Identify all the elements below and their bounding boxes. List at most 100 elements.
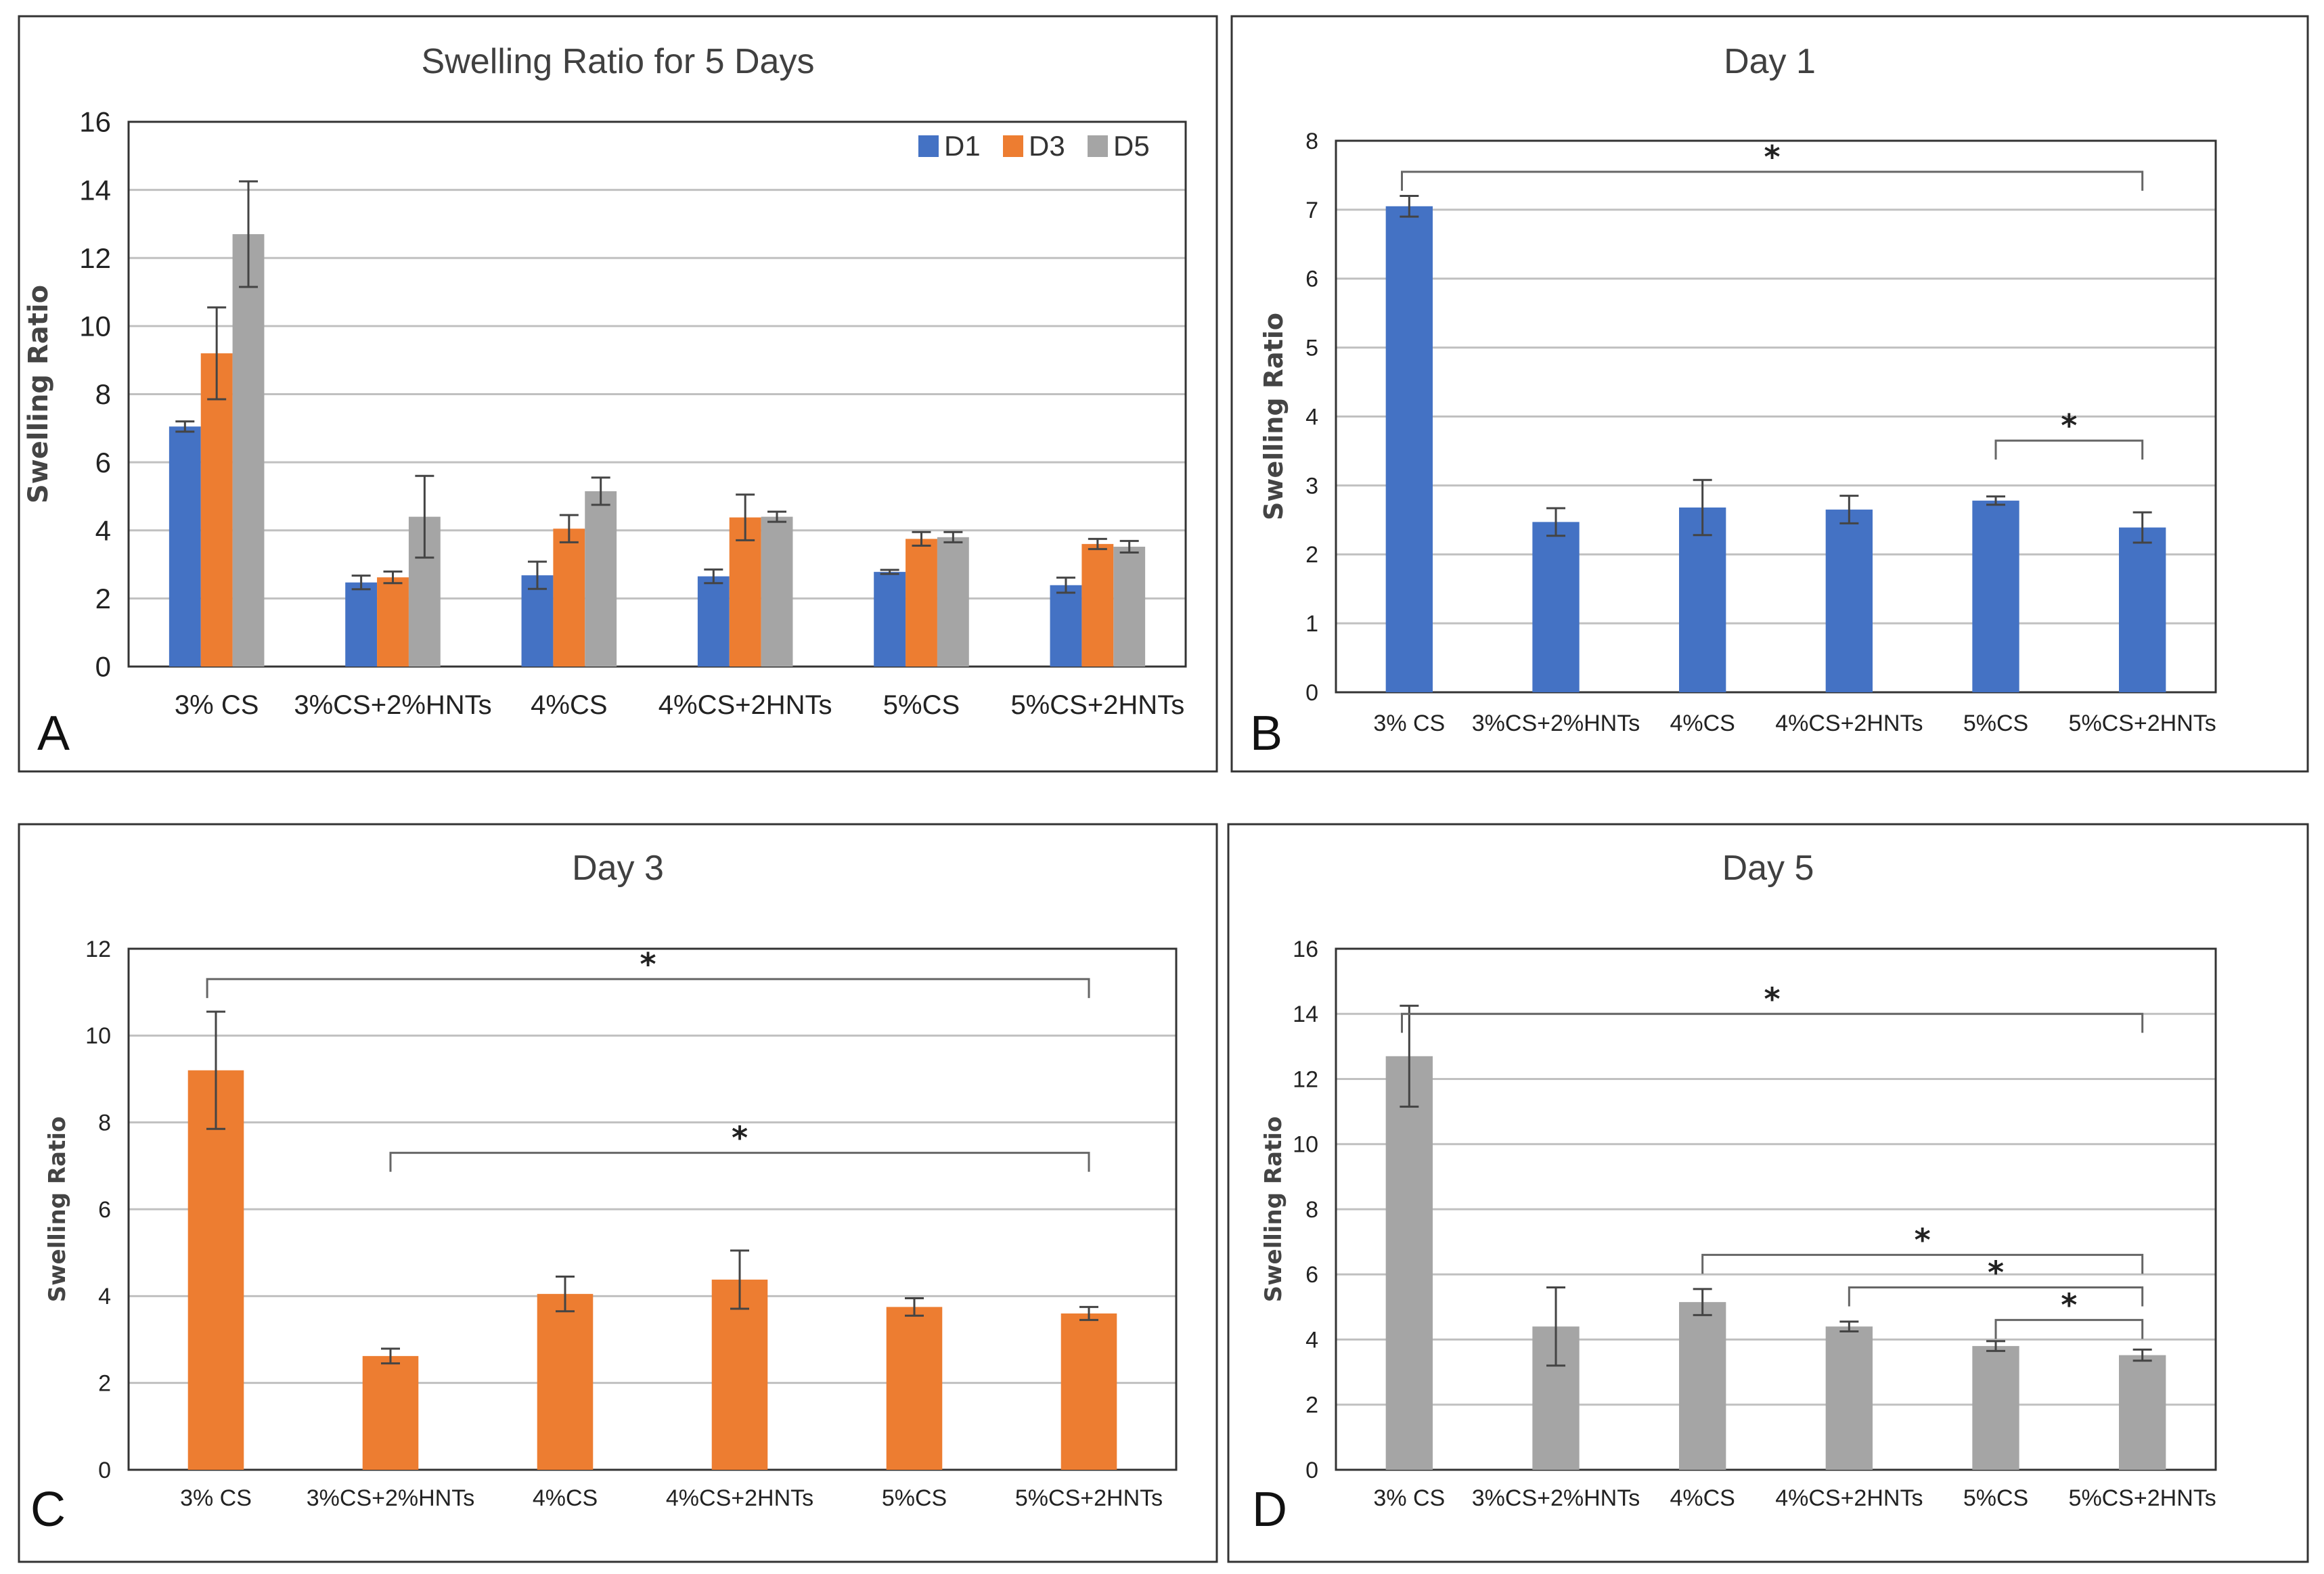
y-tick-label: 16 bbox=[79, 106, 111, 138]
y-tick-label: 0 bbox=[95, 651, 111, 683]
y-tick-label: 8 bbox=[1305, 1197, 1318, 1223]
bar-d5 bbox=[1113, 546, 1146, 667]
significance-bracket bbox=[1401, 171, 2144, 191]
bar-d3 bbox=[553, 529, 585, 667]
y-tick-label: 14 bbox=[79, 174, 111, 206]
bar-d3 bbox=[537, 1294, 594, 1470]
bar-d1 bbox=[521, 575, 554, 667]
panel-b: Day 1 0 1 2 3 4 5 6 7 8 3% CS 3%CS+2%HNTs 4%CS 4%CS+2… bbox=[1230, 15, 2309, 773]
y-tick-label: 6 bbox=[95, 447, 111, 478]
chart-title: Day 5 bbox=[1722, 849, 1814, 888]
y-tick-label: 4 bbox=[95, 514, 111, 546]
panel-d: Day 5 0 2 4 6 8 10 12 14 16 3% CS 3%CS+2%HNTs 4%CS 4%… bbox=[1227, 823, 2309, 1563]
y-tick-label: 0 bbox=[1305, 1458, 1318, 1483]
significance-bracket bbox=[1701, 1253, 2144, 1274]
plot-area bbox=[127, 120, 1187, 668]
bar-d3 bbox=[886, 1307, 943, 1470]
x-tick-label: 3% CS bbox=[1373, 711, 1445, 736]
bar-d5 bbox=[1972, 1346, 2019, 1470]
x-tick-label: 5%CS+2HNTs bbox=[1015, 1485, 1163, 1511]
bar-d5 bbox=[1825, 1326, 1873, 1470]
x-tick-label: 5%CS bbox=[883, 690, 960, 720]
x-tick-label: 5%CS+2HNTs bbox=[2069, 711, 2216, 736]
significance-star: * bbox=[2061, 1287, 2077, 1324]
y-axis-label: Swelling Ratio bbox=[23, 285, 54, 503]
significance-star: * bbox=[1915, 1221, 1931, 1258]
plot-area bbox=[1335, 947, 2217, 1471]
chart-title: Swelling Ratio for 5 Days bbox=[422, 42, 815, 81]
plot-area bbox=[127, 947, 1178, 1471]
y-tick-label: 12 bbox=[85, 937, 111, 962]
plot-area bbox=[1335, 139, 2217, 694]
y-tick-label: 6 bbox=[1305, 1262, 1318, 1288]
bar-d3 bbox=[906, 539, 937, 667]
bar-d1 bbox=[874, 572, 906, 667]
bar-d3 bbox=[362, 1355, 419, 1470]
y-tick-label: 2 bbox=[95, 583, 111, 614]
panel-c: Day 3 0 2 4 6 8 10 12 3% CS 3%CS+2%HNTs 4%CS 4%CS+2… bbox=[18, 823, 1218, 1563]
x-tick-label: 3%CS+2%HNTs bbox=[1472, 711, 1640, 736]
y-tick-label: 10 bbox=[1293, 1132, 1318, 1158]
x-tick-label: 3% CS bbox=[1373, 1485, 1445, 1511]
legend-swatch bbox=[1003, 135, 1023, 157]
x-tick-label: 5%CS+2HNTs bbox=[1010, 690, 1184, 720]
x-tick-label: 4%CS bbox=[1670, 1485, 1735, 1511]
legend-swatch bbox=[918, 135, 939, 157]
x-tick-label: 3%CS+2%HNTs bbox=[294, 690, 491, 720]
panel-a: Swelling Ratio for 5 Days 0 2 4 6 8 10 12 14 16 3%… bbox=[18, 15, 1218, 773]
significance-bracket bbox=[1848, 1286, 2144, 1307]
bar-d1 bbox=[345, 582, 378, 667]
panel-letter: A bbox=[37, 706, 70, 761]
bar-d5 bbox=[1385, 1056, 1433, 1470]
bar-d1 bbox=[1385, 206, 1433, 692]
x-tick-label: 3%CS+2%HNTs bbox=[307, 1485, 474, 1511]
y-tick-label: 12 bbox=[1293, 1066, 1318, 1092]
legend-label: D5 bbox=[1113, 130, 1150, 162]
significance-star: * bbox=[1988, 1255, 2004, 1291]
y-tick-label: 3 bbox=[1305, 473, 1318, 499]
y-tick-label: 2 bbox=[98, 1371, 111, 1397]
x-tick-label: 4%CS bbox=[533, 1485, 598, 1511]
x-tick-label: 5%CS bbox=[882, 1485, 947, 1511]
x-tick-label: 3% CS bbox=[175, 690, 259, 720]
bar-d1 bbox=[697, 576, 730, 667]
bar-d3 bbox=[711, 1279, 768, 1470]
x-tick-label: 5%CS+2HNTs bbox=[2069, 1485, 2216, 1511]
significance-bracket bbox=[1994, 439, 2144, 460]
y-tick-label: 10 bbox=[79, 311, 111, 342]
bar-d1 bbox=[1532, 522, 1580, 692]
legend-label: D3 bbox=[1029, 130, 1065, 162]
bar-d5 bbox=[937, 537, 969, 667]
significance-bracket bbox=[389, 1152, 1090, 1172]
y-tick-label: 0 bbox=[1305, 680, 1318, 706]
significance-star: * bbox=[732, 1120, 748, 1156]
significance-star: * bbox=[640, 946, 656, 983]
bar-d3 bbox=[1081, 543, 1114, 667]
y-tick-label: 2 bbox=[1305, 1393, 1318, 1418]
y-tick-label: 0 bbox=[98, 1458, 111, 1483]
bar-d3 bbox=[729, 517, 761, 667]
y-tick-label: 6 bbox=[98, 1197, 111, 1223]
significance-bracket bbox=[206, 978, 1090, 998]
y-axis-label: Swelling Ratio bbox=[44, 1117, 71, 1303]
x-tick-label: 4%CS bbox=[1670, 711, 1735, 736]
y-tick-label: 4 bbox=[1305, 404, 1318, 430]
legend-label: D1 bbox=[944, 130, 981, 162]
x-tick-label: 3% CS bbox=[180, 1485, 252, 1511]
bar-d1 bbox=[169, 426, 201, 667]
y-tick-label: 12 bbox=[79, 242, 111, 274]
y-tick-label: 8 bbox=[98, 1110, 111, 1136]
bar-d1 bbox=[2119, 527, 2166, 692]
y-tick-label: 16 bbox=[1293, 937, 1318, 962]
y-tick-label: 14 bbox=[1293, 1002, 1318, 1027]
bar-d1 bbox=[1972, 500, 2019, 692]
y-tick-label: 4 bbox=[1305, 1327, 1318, 1353]
significance-star: * bbox=[2061, 407, 2077, 444]
x-tick-label: 4%CS+2HNTs bbox=[1775, 711, 1923, 736]
y-tick-label: 10 bbox=[85, 1023, 111, 1049]
y-tick-label: 4 bbox=[98, 1284, 111, 1309]
chart-title: Day 1 bbox=[1724, 42, 1816, 81]
y-tick-label: 6 bbox=[1305, 267, 1318, 292]
x-tick-label: 5%CS bbox=[1963, 711, 2028, 736]
